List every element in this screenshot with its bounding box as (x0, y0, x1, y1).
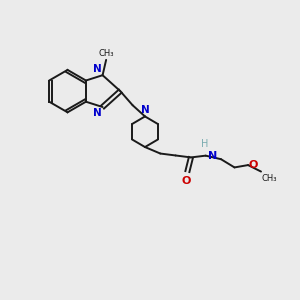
Text: N: N (93, 108, 102, 118)
Text: CH₃: CH₃ (98, 50, 114, 58)
Text: O: O (182, 176, 191, 186)
Text: N: N (208, 151, 217, 161)
Text: N: N (93, 64, 102, 74)
Text: N: N (141, 105, 149, 115)
Text: O: O (248, 160, 258, 170)
Text: CH₃: CH₃ (262, 174, 278, 183)
Text: H: H (201, 139, 208, 149)
